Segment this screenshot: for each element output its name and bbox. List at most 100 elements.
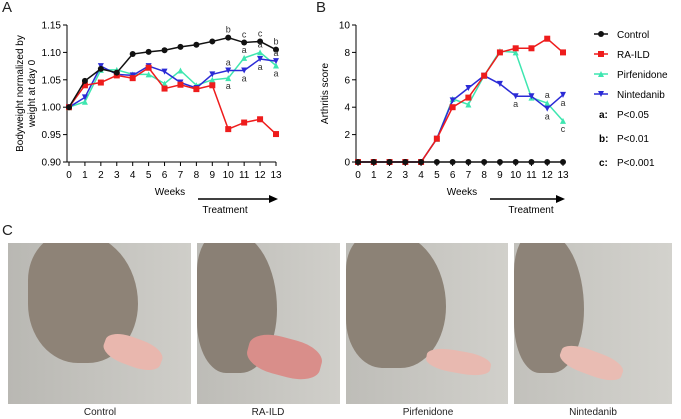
panel-label-b: B [316,0,327,16]
photo-nintedanib [514,243,672,404]
data-point [560,159,566,165]
data-point [97,79,104,86]
series-line [358,74,564,163]
caption-ra-ild: RA-ILD [251,407,285,418]
data-point [560,91,566,98]
significance-label: a [242,73,247,83]
legend-marker [598,51,604,57]
significance-label: c [242,30,247,40]
data-point [481,72,488,79]
data-point [481,159,488,165]
x-tick-label: 4 [418,170,424,181]
data-point [257,55,264,62]
data-point [386,159,393,165]
data-point [177,81,184,88]
x-tick-label: 3 [114,170,120,181]
data-point [177,43,184,50]
x-tick-label: 9 [497,170,503,181]
pvalue-text: P<0.001 [617,158,655,169]
data-point [370,159,377,165]
charts-area: 0.900.951.001.051.101.150 1 2 3 4 5 6 7 8 9 10 11 12… [15,21,668,217]
data-point [81,94,88,101]
x-tick-label: 8 [194,170,200,181]
caption-pirfenidone: Pirfenidone [402,407,454,418]
data-point [433,159,440,165]
x-tick-label: 0 [66,170,72,181]
significance-label: a [513,99,518,109]
data-point [129,51,136,58]
caption-nintedanib: Nintedanib [569,407,617,418]
data-point [209,82,216,89]
x-tick-label: 7 [466,170,472,181]
x-tick-label: 2 [387,170,393,181]
x-tick-label: 9 [210,170,216,181]
significance-label: a [242,45,247,55]
y-tick-label: 1.10 [42,48,62,59]
y-tick-label: 0.90 [42,158,62,169]
data-point [433,135,440,142]
pvalue-text: P<0.01 [617,134,649,145]
x-tick-label: 11 [526,170,537,181]
data-point [241,39,248,46]
y-tick-label: 1.05 [42,75,62,86]
x-tick-label: 2 [98,170,104,181]
y-tick-label: 10 [339,21,351,32]
legend-item-nintedanib: Nintedanib [617,90,665,101]
data-point [225,34,232,41]
x-tick-label: 5 [146,170,152,181]
significance-label: b [273,37,278,47]
data-point [241,54,248,61]
data-point [544,105,551,112]
data-point [449,159,456,165]
series-line [358,50,564,163]
legend-item-pirfenidone: Pirfenidone [617,70,668,81]
x-tick-label: 7 [178,170,184,181]
data-point [465,94,472,101]
data-point [273,46,279,53]
data-point [209,38,216,45]
data-point [193,86,200,93]
data-point [418,159,425,165]
x-tick-label: 12 [542,170,554,181]
y-tick-label: 8 [344,48,350,59]
significance-label: b [226,25,231,35]
data-point [241,119,248,126]
data-point [81,98,88,105]
data-point [129,75,136,82]
data-point [225,67,232,74]
x-tick-label: 6 [162,170,168,181]
data-point [528,45,535,52]
data-point [512,49,519,56]
x-tick-label: 13 [270,170,282,181]
data-point [449,97,456,104]
significance-label: a [273,48,278,58]
x-tick-label: 11 [239,170,250,181]
data-point [193,41,200,48]
data-point [560,117,566,124]
significance-label: a [560,98,565,108]
data-point [145,64,152,71]
series-pirfenidone [355,48,566,165]
x-tick-label: 1 [371,170,377,181]
y-axis-label: Bodyweight normalized byweight at day 0 [15,35,38,152]
data-point [273,62,279,69]
y-tick-label: 1.00 [42,103,62,114]
photo-pirfenidone [346,243,508,404]
legend-marker [598,71,604,77]
y-tick-label: 0.95 [42,130,62,141]
legend-item-ra-ild: RA-ILD [617,50,650,61]
x-tick-label: 1 [82,170,88,181]
data-point [209,71,216,78]
arrowhead-icon [269,195,278,203]
y-tick-label: 4 [344,103,350,114]
data-point [512,45,519,52]
pvalue-key: c: [599,158,608,169]
pvalue-key: a: [599,110,608,121]
data-point [544,35,551,42]
data-point [81,77,88,84]
significance-label: c [258,28,263,38]
x-tick-label: 5 [434,170,440,181]
data-point [528,93,535,100]
legend: Control RA-ILD Pirfenidone Nintedanib a: P<0.… [594,30,668,169]
